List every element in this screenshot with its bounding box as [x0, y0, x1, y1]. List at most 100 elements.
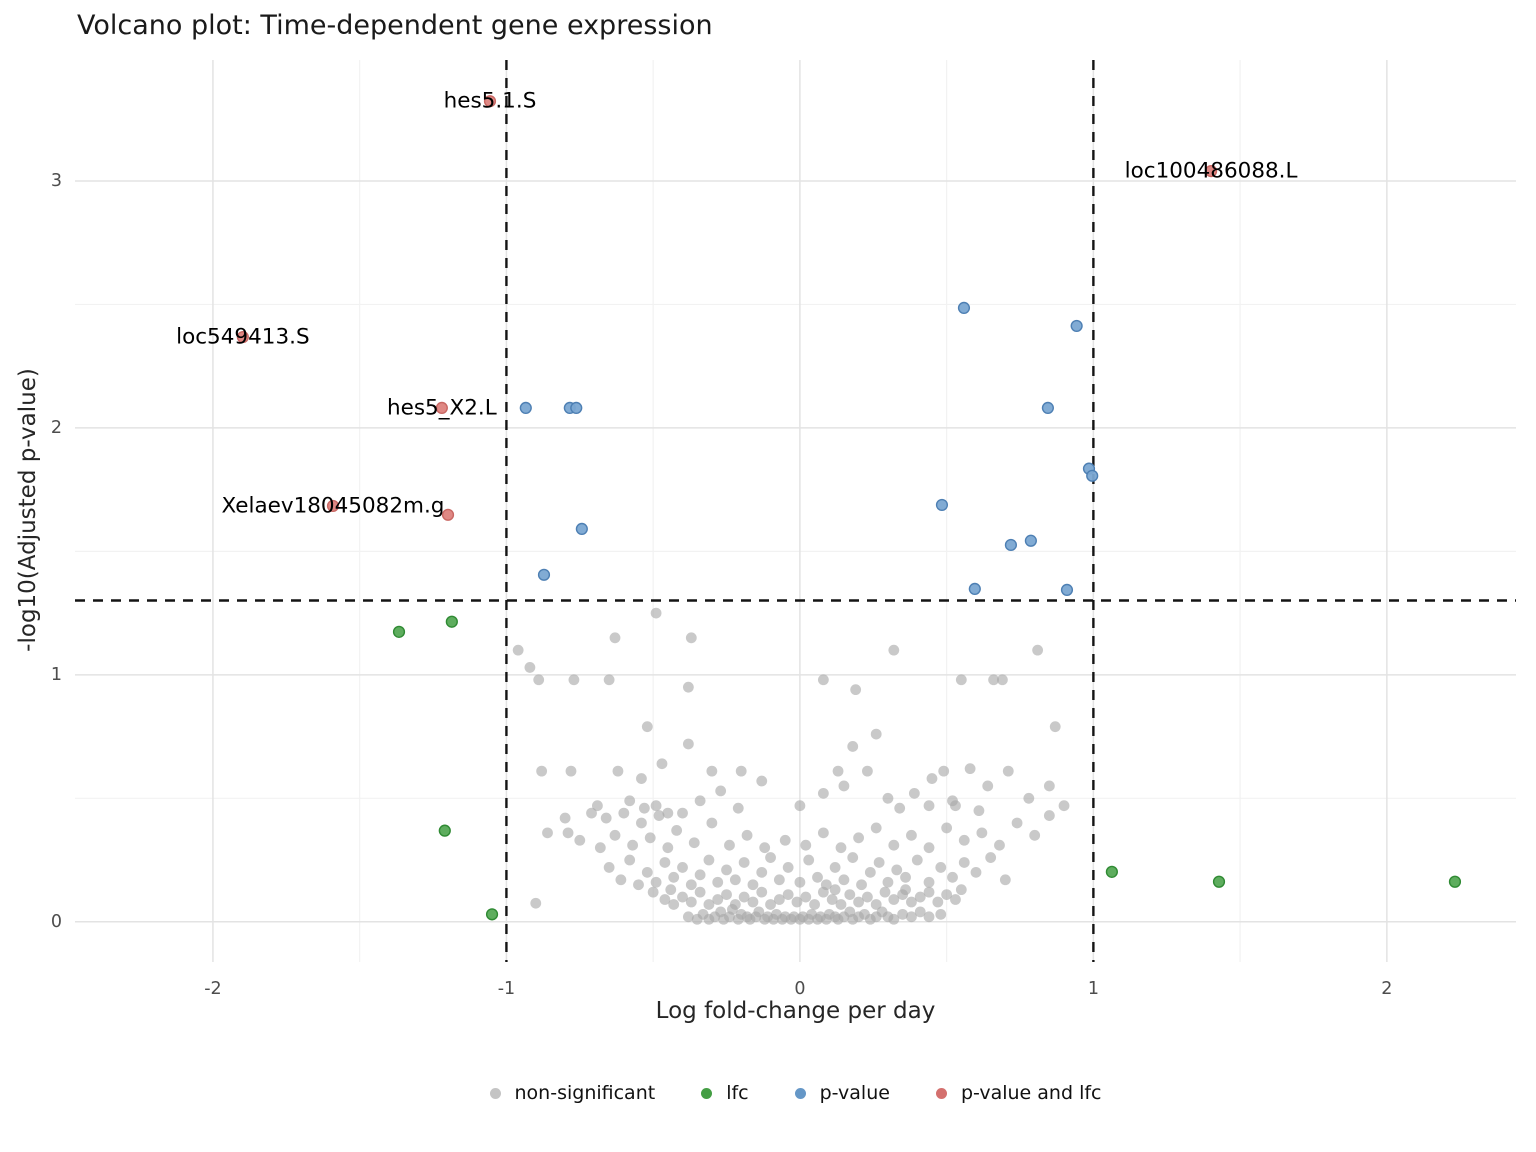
data-point-non-significant	[1058, 800, 1070, 812]
data-point-non-significant	[941, 889, 953, 900]
x-tick-label: 0	[794, 979, 805, 999]
data-point-non-significant	[856, 879, 867, 891]
data-point-non-significant	[888, 913, 900, 925]
gene-label-loc100486088-l: loc100486088.L	[1125, 159, 1298, 184]
data-point-non-significant	[706, 817, 718, 829]
data-point-non-significant	[694, 795, 706, 807]
data-point-non-significant	[985, 852, 997, 863]
data-point-non-significant	[826, 894, 838, 905]
data-point-non-significant	[870, 822, 882, 834]
legend-item-p-value-and-lfc: p-value and lfc	[935, 1082, 1102, 1104]
data-point-non-significant	[668, 871, 680, 883]
gene-label-hes5-1-s: hes5.1.S	[444, 89, 537, 114]
data-point-non-significant	[897, 908, 909, 920]
data-point-non-significant	[633, 879, 644, 891]
data-point-non-significant	[624, 854, 636, 866]
data-point-lfc	[445, 615, 458, 628]
data-point-non-significant	[624, 795, 636, 807]
data-point-non-significant	[738, 857, 750, 868]
data-point-non-significant	[682, 738, 694, 750]
data-point-non-significant	[747, 896, 759, 908]
data-point-non-significant	[958, 834, 970, 846]
data-point-non-significant	[970, 866, 982, 878]
data-point-non-significant	[803, 854, 815, 866]
data-point-non-significant	[882, 792, 894, 804]
data-point-non-significant	[847, 741, 859, 752]
data-point-non-significant	[636, 817, 647, 829]
data-point-non-significant	[888, 894, 900, 905]
data-point-non-significant	[1023, 792, 1035, 804]
legend-label: non-significant	[514, 1082, 656, 1104]
data-point-non-significant	[533, 674, 545, 686]
data-point-p-value	[1024, 534, 1037, 547]
data-point-non-significant	[677, 807, 688, 819]
data-point-p-value	[1041, 401, 1054, 415]
data-point-non-significant	[615, 874, 627, 886]
data-point-non-significant	[727, 904, 738, 915]
data-point-non-significant	[955, 884, 967, 896]
data-point-non-significant	[677, 891, 688, 903]
x-tick-label: 1	[1088, 979, 1099, 999]
data-point-non-significant	[685, 896, 697, 908]
data-point-non-significant	[906, 829, 917, 841]
data-point-non-significant	[882, 876, 894, 888]
data-point-non-significant	[800, 839, 812, 851]
data-point-p-value	[1060, 583, 1074, 596]
data-point-non-significant	[932, 896, 944, 908]
legend-label: p-value and lfc	[960, 1082, 1102, 1104]
data-point-non-significant	[838, 874, 850, 886]
data-point-non-significant	[735, 765, 747, 777]
data-point-non-significant	[756, 866, 768, 878]
data-point-p-value-and-lfc	[1204, 165, 1218, 178]
legend-dot-p-value-and-lfc	[935, 1087, 947, 1099]
data-point-non-significant	[870, 899, 882, 910]
data-point-non-significant	[638, 802, 650, 814]
data-point-non-significant	[870, 728, 882, 740]
data-point-non-significant	[888, 644, 900, 656]
data-point-p-value-and-lfc	[236, 330, 249, 344]
data-point-non-significant	[568, 674, 580, 686]
data-point-non-significant	[650, 876, 662, 888]
data-point-non-significant	[688, 837, 700, 849]
data-point-non-significant	[835, 899, 847, 910]
data-point-non-significant	[955, 674, 967, 686]
data-point-non-significant	[900, 871, 911, 883]
data-point-non-significant	[644, 832, 656, 844]
data-point-non-significant	[765, 852, 776, 863]
data-point-non-significant	[888, 839, 900, 851]
data-point-non-significant	[641, 721, 653, 733]
data-point-non-significant	[612, 765, 624, 777]
data-point-non-significant	[653, 810, 665, 821]
data-point-non-significant	[703, 854, 715, 866]
x-axis-title: Log fold-change per day	[655, 998, 936, 1024]
data-point-non-significant	[900, 884, 911, 896]
legend-item-non-significant: non-significant	[489, 1082, 656, 1104]
data-point-non-significant	[671, 824, 683, 836]
data-point-non-significant	[1032, 644, 1044, 656]
data-point-p-value	[1070, 319, 1083, 333]
data-point-lfc	[485, 908, 499, 921]
data-point-non-significant	[721, 889, 732, 900]
data-point-non-significant	[923, 876, 935, 888]
data-point-non-significant	[938, 765, 950, 777]
data-point-non-significant	[636, 773, 647, 784]
data-point-non-significant	[1002, 765, 1014, 777]
data-point-non-significant	[685, 879, 697, 891]
data-point-non-significant	[844, 889, 856, 900]
data-point-non-significant	[973, 805, 985, 817]
legend-item-lfc: lfc	[701, 1082, 749, 1104]
data-point-non-significant	[609, 829, 621, 841]
x-tick-label: -2	[204, 979, 221, 999]
data-point-non-significant	[659, 894, 671, 905]
data-point-non-significant	[574, 834, 586, 846]
data-point-p-value-and-lfc	[483, 95, 497, 108]
data-point-non-significant	[835, 842, 847, 854]
data-point-non-significant	[911, 854, 923, 866]
data-point-p-value	[935, 498, 949, 512]
data-point-lfc	[1105, 865, 1118, 878]
data-point-non-significant	[715, 785, 727, 797]
data-point-non-significant	[982, 780, 994, 792]
data-point-non-significant	[659, 857, 671, 868]
data-point-non-significant	[923, 886, 935, 898]
